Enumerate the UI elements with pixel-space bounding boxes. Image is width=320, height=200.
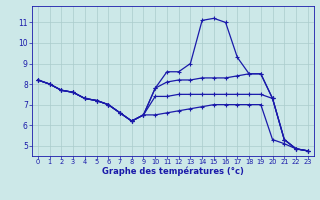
X-axis label: Graphe des températures (°c): Graphe des températures (°c) [102, 167, 244, 176]
